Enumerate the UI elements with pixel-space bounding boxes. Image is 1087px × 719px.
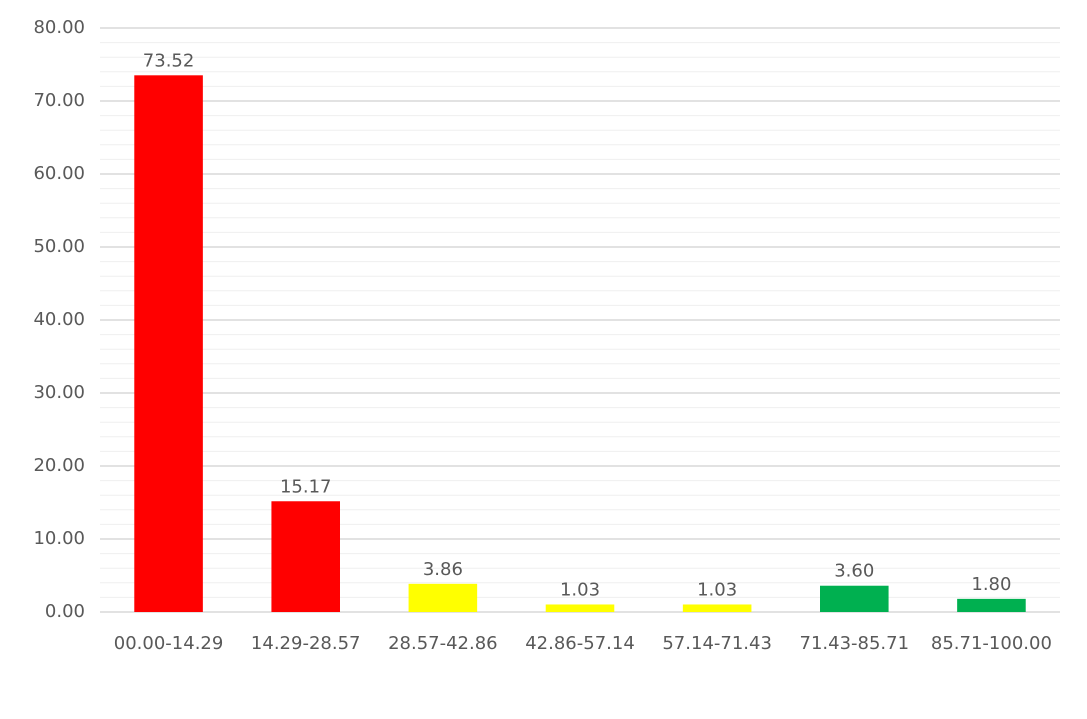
value-label: 1.80: [971, 574, 1011, 595]
bar: [682, 604, 752, 612]
x-tick-label: 85.71-100.00: [931, 633, 1052, 654]
bar: [134, 75, 203, 612]
value-label: 3.60: [834, 561, 874, 582]
y-tick-label: 30.00: [33, 382, 85, 403]
x-tick-label: 57.14-71.43: [662, 633, 772, 654]
x-tick-label: 00.00-14.29: [114, 633, 224, 654]
x-tick-label: 14.29-28.57: [251, 633, 361, 654]
x-tick-label: 28.57-42.86: [388, 633, 498, 654]
y-tick-label: 70.00: [33, 90, 85, 111]
x-tick-label: 42.86-57.14: [525, 633, 635, 654]
bar: [957, 598, 1026, 612]
y-tick-label: 50.00: [33, 236, 85, 257]
value-label: 73.52: [143, 50, 195, 71]
y-tick-label: 40.00: [33, 309, 85, 330]
y-tick-label: 20.00: [33, 455, 85, 476]
bar: [545, 604, 615, 612]
y-tick-label: 10.00: [33, 528, 85, 549]
value-label: 3.86: [423, 559, 463, 580]
value-label: 1.03: [560, 579, 600, 600]
x-tick-label: 71.43-85.71: [800, 633, 910, 654]
y-tick-label: 80.00: [33, 17, 85, 38]
bar: [820, 585, 889, 612]
value-label: 1.03: [697, 579, 737, 600]
y-tick-label: 60.00: [33, 163, 85, 184]
bar: [271, 501, 340, 612]
y-tick-label: 0.00: [45, 601, 85, 622]
bar: [408, 583, 478, 612]
value-label: 15.17: [280, 476, 332, 497]
